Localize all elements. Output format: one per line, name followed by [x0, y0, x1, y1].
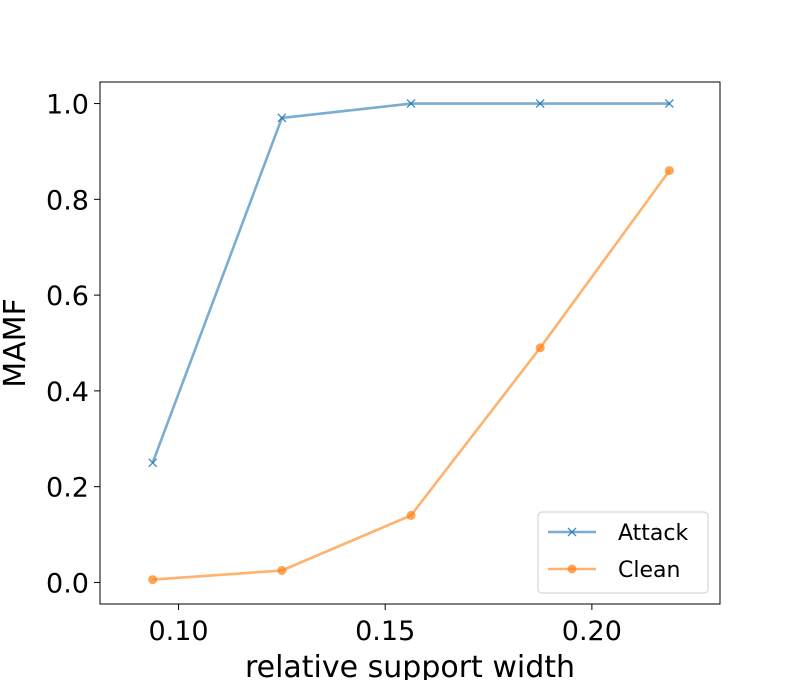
- legend-entry-attack: Attack: [548, 521, 688, 546]
- x-tick-label: 0.10: [148, 616, 208, 647]
- x-tick-label: 0.15: [355, 616, 415, 647]
- legend: Attack Clean: [537, 511, 709, 594]
- y-tick-label: 0.6: [46, 281, 89, 312]
- legend-marker-attack: [567, 527, 577, 537]
- y-tick-label: 1.0: [46, 90, 89, 121]
- legend-entry-clean: Clean: [548, 558, 680, 583]
- series-group: [148, 99, 674, 585]
- data-point-clean: [535, 343, 545, 353]
- data-point-attack: [406, 99, 416, 109]
- y-tick-label: 0.4: [46, 377, 89, 408]
- y-tick-label: 0.0: [46, 568, 89, 599]
- x-axis: 0.10 0.15 0.20: [148, 604, 622, 647]
- data-point-clean: [277, 565, 287, 575]
- data-point-attack: [277, 113, 287, 123]
- legend-marker-clean: [567, 564, 577, 574]
- data-point-clean: [406, 510, 416, 520]
- y-tick-label: 0.2: [46, 473, 89, 504]
- data-point-attack: [664, 99, 674, 109]
- data-point-attack: [535, 99, 545, 109]
- x-axis-label: relative support width: [245, 650, 575, 680]
- legend-label-attack: Attack: [618, 521, 688, 546]
- data-point-attack: [148, 458, 158, 468]
- y-tick-label: 0.8: [46, 185, 89, 216]
- legend-label-clean: Clean: [618, 558, 680, 583]
- x-tick-label: 0.20: [562, 616, 622, 647]
- y-axis: 0.0 0.2 0.4 0.6 0.8 1.0: [46, 90, 100, 599]
- data-point-clean: [664, 166, 674, 176]
- data-point-clean: [148, 575, 158, 585]
- y-axis-label: MAMF: [0, 298, 33, 388]
